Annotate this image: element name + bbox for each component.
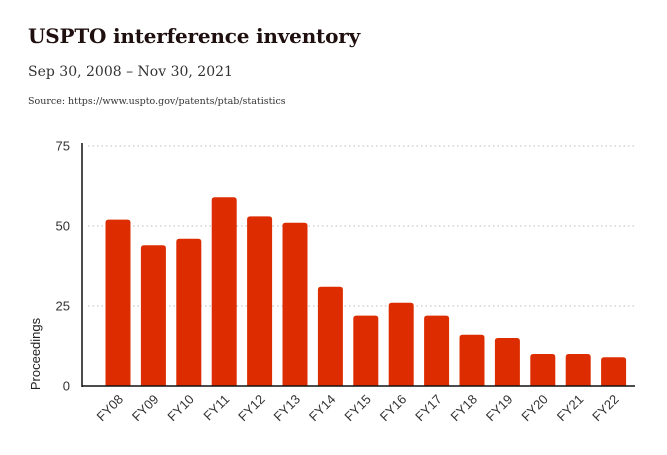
bar-fy21: [565, 354, 591, 386]
x-tick-label: FY18: [448, 392, 481, 425]
x-tick-label: FY10: [164, 392, 197, 425]
x-tick-label: FY13: [271, 392, 304, 425]
x-tick-label: FY12: [235, 392, 268, 425]
axes: [81, 143, 635, 387]
bar-fy09: [140, 245, 166, 386]
bar-fy18: [459, 334, 485, 386]
bar-fy22: [601, 357, 627, 386]
bar-fy15: [353, 315, 379, 386]
chart-subtitle: Sep 30, 2008 – Nov 30, 2021: [28, 64, 233, 80]
y-tick-label: 75: [56, 139, 70, 154]
y-tick-label: 25: [56, 299, 70, 314]
bar-fy12: [247, 216, 273, 386]
bar-fy19: [494, 338, 520, 386]
chart-title: USPTO interference inventory: [28, 24, 360, 48]
x-tick-label: FY17: [412, 392, 445, 425]
bar-fy10: [176, 238, 202, 386]
y-axis-title: Proceedings: [28, 317, 43, 390]
y-tick-label: 50: [56, 219, 70, 234]
bar-fy16: [388, 302, 414, 386]
bar-fy13: [282, 222, 308, 386]
bar-fy11: [211, 197, 237, 386]
x-tick-label: FY21: [554, 392, 587, 425]
x-tick-label: FY08: [94, 392, 127, 425]
x-tick-label: FY11: [200, 392, 232, 424]
x-tick-label: FY20: [518, 392, 551, 425]
bar-fy08: [105, 219, 131, 386]
x-tick-labels: FY08 FY09 FY10 FY11 FY12 FY13 FY14 FY15 FY16 FY17…: [94, 392, 622, 425]
y-tick-label: 0: [63, 379, 70, 394]
gridlines: [88, 145, 635, 307]
bars: [105, 197, 627, 386]
chart-source: Source: https://www.uspto.gov/patents/pt…: [28, 96, 286, 107]
x-tick-label: FY09: [129, 392, 162, 425]
x-tick-label: FY19: [483, 392, 516, 425]
x-tick-label: FY16: [377, 392, 410, 425]
x-tick-label: FY22: [589, 392, 622, 425]
bar-fy14: [317, 286, 343, 386]
x-tick-label: FY14: [306, 392, 339, 425]
y-tick-labels: 0 25 50 75: [56, 139, 70, 394]
bar-fy17: [424, 315, 450, 386]
bar-fy20: [530, 354, 556, 386]
x-tick-label: FY15: [341, 392, 374, 425]
